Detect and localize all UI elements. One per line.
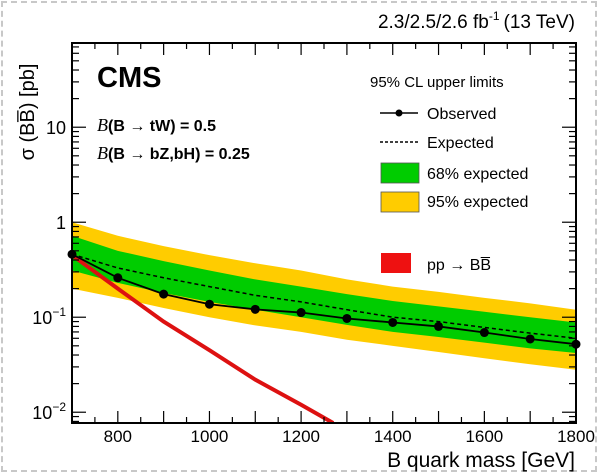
y-tick-label: 10 bbox=[46, 118, 66, 138]
y-axis-label: σ (BB̅) [pb] bbox=[16, 64, 39, 161]
observed-point bbox=[434, 321, 444, 331]
x-tick-label: 1600 bbox=[465, 427, 503, 446]
experiment-label: CMS bbox=[97, 62, 161, 94]
observed-point bbox=[113, 273, 123, 283]
legend-68-swatch bbox=[380, 162, 420, 184]
x-tick-label: 1800 bbox=[557, 427, 595, 446]
theory-line bbox=[72, 253, 335, 423]
observed-point bbox=[204, 299, 214, 309]
legend-68: 68% expected bbox=[427, 166, 528, 183]
expected-line bbox=[71, 253, 577, 340]
annotation-2: B(B → bZ,bH) = 0.25 bbox=[97, 143, 250, 163]
legend-observed-marker bbox=[395, 109, 403, 117]
legend-theory: pp → BB̅ bbox=[427, 256, 491, 274]
legend: 95% CL upper limits Observed Expected 68… bbox=[370, 74, 528, 274]
observed-point bbox=[250, 304, 260, 314]
observed-point bbox=[388, 317, 398, 327]
band-68-expected bbox=[72, 235, 576, 354]
x-tick-label: 1400 bbox=[374, 427, 412, 446]
observed-point bbox=[296, 308, 306, 318]
observed-point bbox=[479, 328, 489, 338]
y-tick-label: 1 bbox=[56, 213, 66, 233]
legend-95-swatch bbox=[380, 191, 420, 213]
x-tick-label: 800 bbox=[104, 427, 132, 446]
x-tick-label: 1200 bbox=[282, 427, 320, 446]
y-tick-label: 10−1 bbox=[32, 305, 66, 328]
annotation-1: B(B → tW) = 0.5 bbox=[97, 115, 216, 135]
legend-95: 95% expected bbox=[427, 194, 528, 211]
observed-point bbox=[159, 289, 169, 299]
observed-line bbox=[71, 253, 577, 346]
legend-expected: Expected bbox=[427, 135, 494, 152]
x-tick-label: 1000 bbox=[191, 427, 229, 446]
x-axis-label: B quark mass [GeV] bbox=[387, 449, 575, 472]
observed-point bbox=[342, 313, 352, 323]
plot-frame bbox=[71, 42, 577, 424]
legend-title: 95% CL upper limits bbox=[370, 74, 504, 91]
legend-theory-swatch bbox=[381, 253, 411, 273]
observed-point bbox=[525, 334, 535, 344]
legend-observed: Observed bbox=[427, 106, 496, 123]
y-tick-label: 10−2 bbox=[32, 400, 66, 423]
lumi-label: 2.3/2.5/2.6 fb-1 (13 TeV) bbox=[378, 9, 575, 33]
